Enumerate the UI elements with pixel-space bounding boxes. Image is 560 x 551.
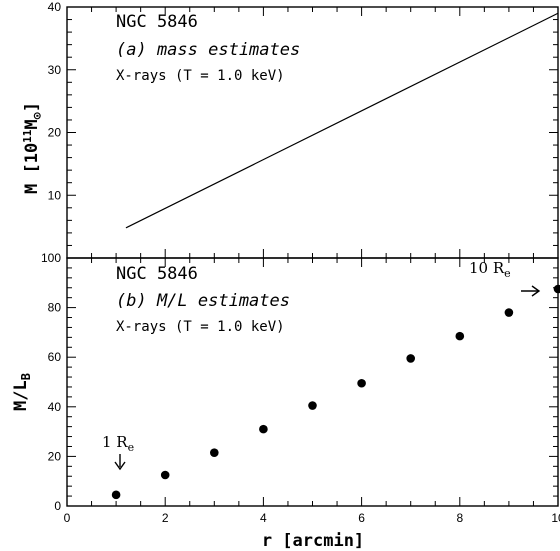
y-tick-label: 40 (48, 0, 62, 14)
mass-panel-note: X-rays (T = 1.0 keV) (116, 68, 285, 84)
x-tick-label: 6 (358, 511, 365, 525)
x-tick-label: 10 (551, 511, 560, 525)
x-tick-label: 0 (64, 511, 71, 525)
ml-y-tick-labels: 0 20 40 60 80 100 (41, 251, 61, 513)
y-tick-label: 80 (48, 301, 62, 315)
x-tick-label: 8 (456, 511, 463, 525)
one-re-annotation: 1 Re (102, 433, 134, 454)
mass-panel-subtitle: (a) mass estimates (116, 40, 300, 60)
ml-data-point (210, 448, 219, 457)
ten-re-sub: e (504, 267, 511, 280)
ml-data-point (455, 331, 465, 341)
mass-y-label-after: M (22, 119, 42, 129)
y-tick-label: 0 (54, 499, 61, 513)
y-tick-label: 60 (48, 350, 62, 364)
mass-panel: 10 20 30 40 NGC 5846 (a) mass estimates X-r… (21, 0, 559, 259)
ml-data-point (553, 284, 560, 294)
ml-data-point (259, 424, 268, 434)
ml-points (111, 284, 560, 500)
ml-data-point (111, 490, 121, 500)
ml-y-label-main: M/L (11, 380, 31, 411)
y-tick-label: 100 (41, 251, 61, 265)
ml-panel-subtitle: (b) M/L estimates (116, 291, 290, 311)
mass-y-label-sub: ⊙ (30, 111, 44, 119)
ten-re-text: 10 R (469, 259, 505, 277)
mass-y-label-sup: 11 (21, 129, 34, 143)
ml-data-point (406, 354, 416, 363)
one-re-sub: e (128, 441, 135, 454)
y-tick-label: 10 (48, 188, 62, 202)
x-tick-label: 4 (260, 511, 267, 525)
ml-data-point (160, 470, 170, 480)
mass-panel-title: NGC 5846 (116, 12, 198, 32)
ml-panel-ticks (66, 257, 559, 507)
down-arrow-icon (114, 454, 126, 471)
y-tick-label: 20 (48, 449, 62, 463)
mass-y-tick-labels: 10 20 30 40 (48, 0, 62, 202)
ml-data-point (504, 308, 514, 317)
y-tick-label: 40 (48, 400, 62, 414)
ml-data-point (308, 401, 317, 410)
mass-y-label-close: ] (22, 102, 42, 112)
x-tick-label: 2 (162, 511, 169, 525)
ml-panel-title: NGC 5846 (116, 264, 198, 284)
ten-re-annotation: 10 Re (469, 259, 511, 280)
ml-y-label-sub: B (19, 373, 33, 380)
right-arrow-icon (521, 285, 541, 297)
mass-series-line (125, 12, 559, 229)
x-axis-label: r [arcmin] (262, 531, 364, 551)
ml-y-axis-label: M/LB (11, 373, 33, 411)
y-tick-label: 20 (48, 126, 62, 140)
mass-y-label-main: M [10 (22, 143, 42, 194)
ml-x-tick-labels: 0 2 4 6 8 10 (64, 511, 560, 525)
ml-panel: 0 20 40 60 80 100 0 2 4 6 8 10 NGC 5846 (b) M/L es… (11, 251, 560, 551)
ml-data-point (357, 378, 366, 388)
mass-panel-ticks (66, 6, 559, 259)
y-tick-label: 30 (48, 63, 62, 77)
mass-y-axis-label: M [1011M⊙] (21, 102, 44, 194)
one-re-text: 1 R (102, 433, 128, 451)
ml-panel-note: X-rays (T = 1.0 keV) (116, 319, 285, 335)
